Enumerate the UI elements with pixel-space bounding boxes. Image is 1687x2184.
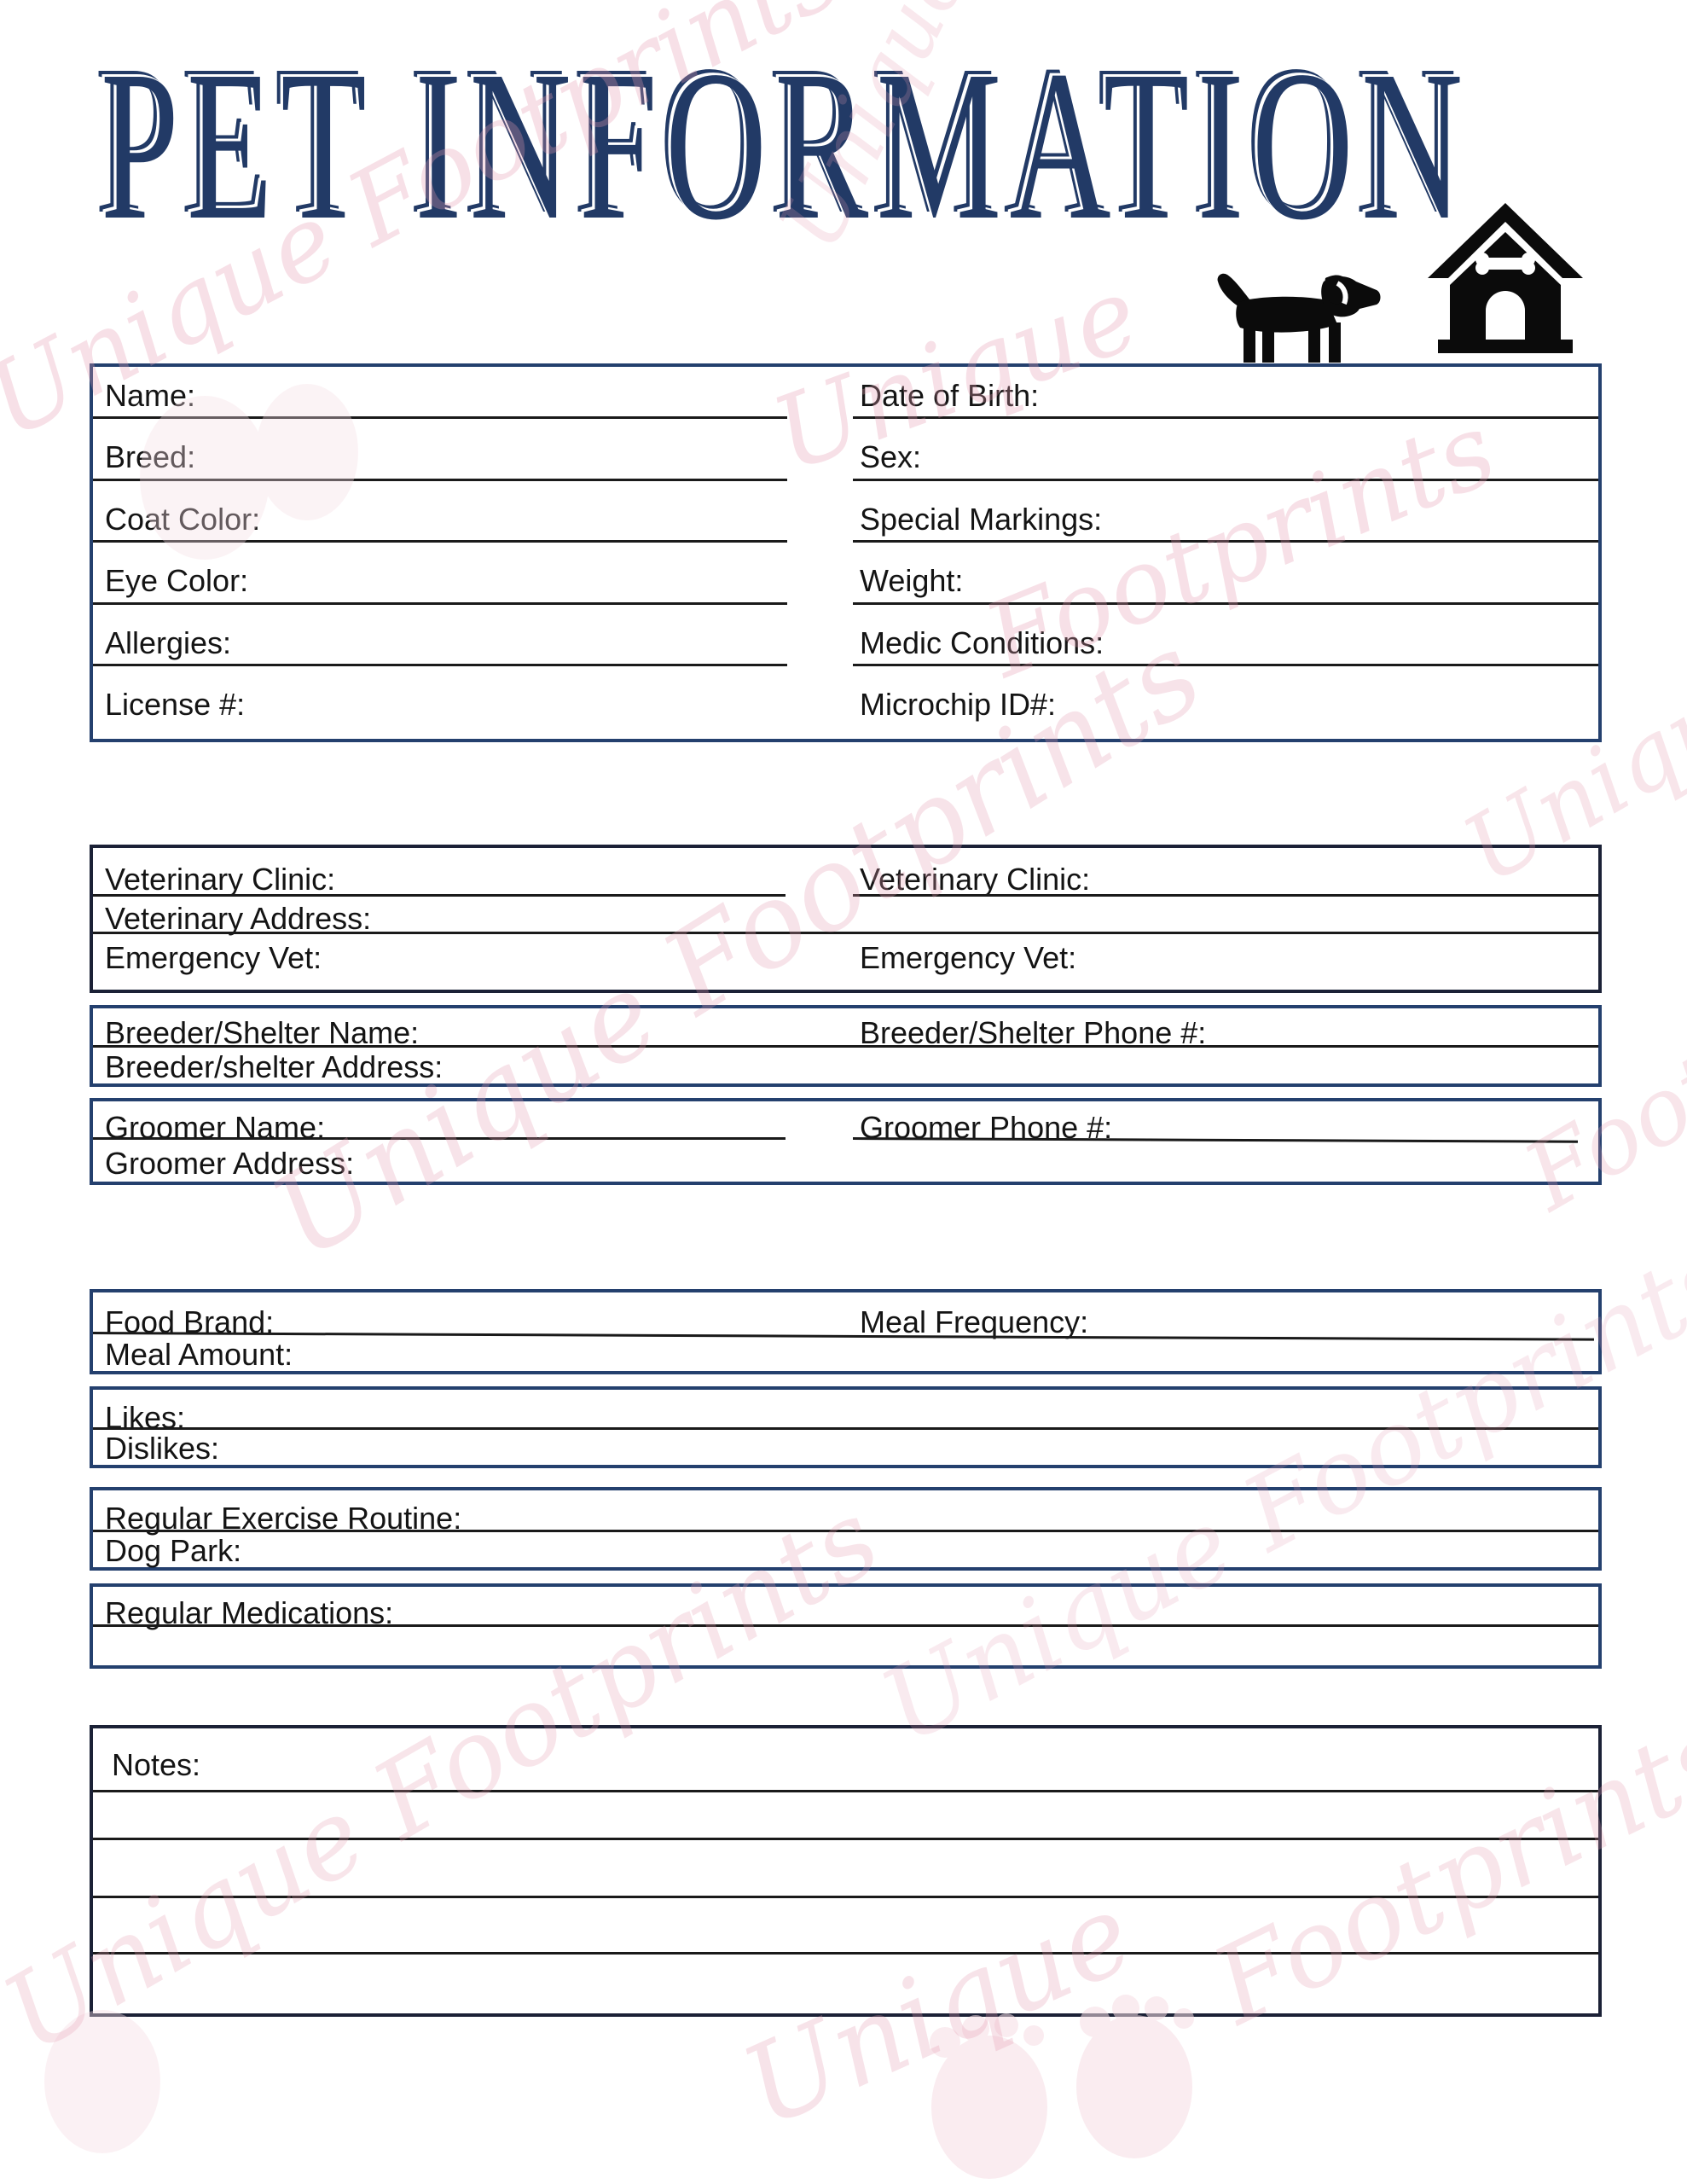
- field-label-license: License #:: [105, 687, 246, 722]
- field-underline: [853, 664, 1598, 666]
- field-label-meal-amount: Meal Amount:: [105, 1337, 293, 1372]
- field-label-breeder-name: Breeder/Shelter Name:: [105, 1015, 420, 1050]
- breeder-box: Breeder/Shelter Name: Breeder/Shelter Ph…: [90, 1005, 1602, 1087]
- dog-icon: [1217, 273, 1381, 363]
- field-underline: [853, 540, 1598, 543]
- field-label-vet-address: Veterinary Address:: [105, 901, 372, 936]
- field-label-vet-clinic: Veterinary Clinic:: [105, 862, 336, 897]
- field-underline: [93, 602, 787, 605]
- field-underline: [853, 416, 1598, 419]
- field-underline: [853, 602, 1598, 605]
- field-label-exercise-routine: Regular Exercise Routine:: [105, 1501, 462, 1536]
- field-label-eye-color: Eye Color:: [105, 563, 249, 598]
- doghouse-icon: [1428, 203, 1583, 353]
- field-label-dog-park: Dog Park:: [105, 1533, 242, 1568]
- row-divider: [93, 1624, 1598, 1627]
- row-divider: [93, 932, 1598, 934]
- field-label-breed: Breed:: [105, 439, 196, 474]
- row-divider: [93, 1427, 1598, 1430]
- preferences-box: Likes: Dislikes:: [90, 1386, 1602, 1468]
- row-divider: [93, 1045, 1598, 1048]
- notes-line: [93, 1838, 1598, 1840]
- field-label-sex: Sex:: [860, 439, 922, 474]
- field-underline: [853, 479, 1598, 481]
- field-label-coat-color: Coat Color:: [105, 502, 261, 537]
- notes-line: [93, 1952, 1598, 1955]
- field-label-name: Name:: [105, 378, 196, 413]
- field-underline: [93, 479, 787, 481]
- exercise-box: Regular Exercise Routine: Dog Park:: [90, 1487, 1602, 1571]
- field-label-emergency-vet: Emergency Vet:: [105, 940, 322, 975]
- field-label-breeder-phone: Breeder/Shelter Phone #:: [860, 1015, 1207, 1050]
- notes-line: [93, 1790, 1598, 1792]
- field-label-dislikes: Dislikes:: [105, 1431, 220, 1466]
- field-label-allergies: Allergies:: [105, 625, 232, 660]
- field-underline: [92, 1332, 1594, 1341]
- veterinary-box: Veterinary Clinic: Veterinary Clinic: Ve…: [90, 845, 1602, 993]
- notes-box: Notes:: [90, 1725, 1602, 2017]
- field-underline: [93, 416, 787, 419]
- field-label-date-of-birth: Date of Birth:: [860, 378, 1040, 413]
- medications-box: Regular Medications:: [90, 1583, 1602, 1669]
- field-label-notes: Notes:: [112, 1747, 201, 1782]
- field-underline: [93, 1137, 786, 1140]
- page-title: PET INFORMATION: [101, 26, 1471, 264]
- footprint-watermark: [930, 1995, 1194, 2179]
- field-label-emergency-vet-right: Emergency Vet:: [860, 940, 1077, 975]
- field-underline: [93, 894, 786, 897]
- food-box: Food Brand: Meal Frequency: Meal Amount:: [90, 1289, 1602, 1374]
- groomer-box: Groomer Name: Groomer Phone #: Groomer A…: [90, 1098, 1602, 1185]
- row-divider: [93, 1530, 1598, 1532]
- field-label-groomer-address: Groomer Address:: [105, 1146, 355, 1181]
- field-label-vet-clinic-right: Veterinary Clinic:: [860, 862, 1091, 897]
- field-underline: [853, 894, 1598, 897]
- field-label-medic-conditions: Medic Conditions:: [860, 625, 1104, 660]
- field-label-weight: Weight:: [860, 563, 964, 598]
- field-label-breeder-address: Breeder/shelter Address:: [105, 1049, 443, 1084]
- field-underline: [93, 664, 787, 666]
- notes-line: [93, 1896, 1598, 1898]
- field-underline: [93, 540, 787, 543]
- field-label-microchip-id: Microchip ID#:: [860, 687, 1057, 722]
- field-label-special-markings: Special Markings:: [860, 502, 1103, 537]
- field-label-regular-medications: Regular Medications:: [105, 1595, 394, 1630]
- field-label-meal-frequency: Meal Frequency:: [860, 1304, 1089, 1339]
- pet-info-box: Name: Breed: Coat Color: Eye Color: Alle…: [90, 363, 1602, 742]
